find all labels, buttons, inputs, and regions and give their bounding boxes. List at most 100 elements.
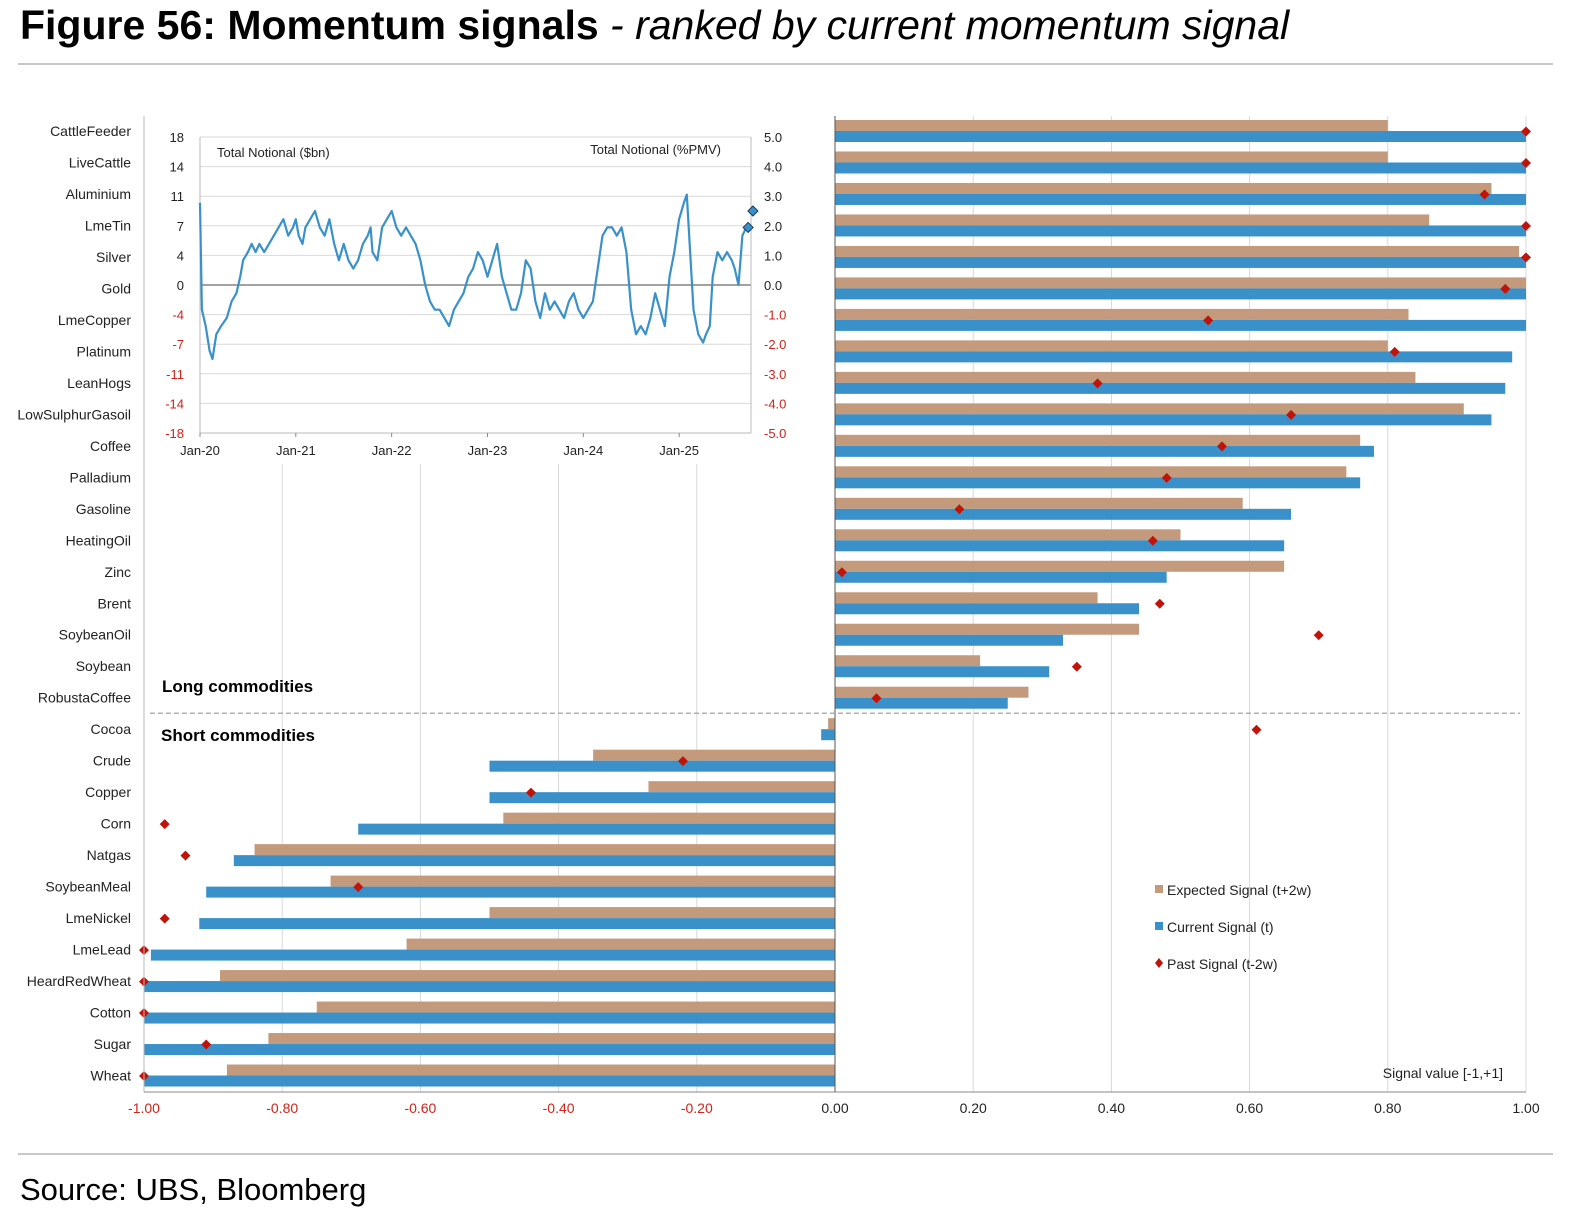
legend: Expected Signal (t+2w) Current Signal (t)…: [1155, 882, 1311, 972]
x-tick-label-0: -1.00: [128, 1100, 160, 1116]
inset-left-tick-10: -18: [165, 426, 184, 441]
x-tick-label-6: 0.20: [960, 1100, 987, 1116]
category-label-Aluminium: Aluminium: [66, 186, 131, 202]
bar-current-LowSulphurGasoil: [835, 414, 1492, 426]
marker-past-CattleFeeder: [1521, 126, 1531, 137]
inset-current-marker-0: [742, 221, 754, 234]
inset-x-label-3: Jan-23: [468, 443, 508, 458]
inset-left-tick-7: -7: [172, 337, 184, 352]
category-label-Brent: Brent: [98, 595, 132, 611]
category-label-Platinum: Platinum: [77, 343, 131, 359]
x-tick-label-7: 0.40: [1098, 1100, 1125, 1116]
category-label-Palladium: Palladium: [70, 469, 131, 485]
top-divider: [18, 63, 1553, 65]
marker-past-HeatingOil: [1147, 535, 1158, 546]
inset-notional-line: [198, 193, 748, 361]
marker-past-Gasoline: [954, 504, 965, 515]
bar-current-Corn: [358, 823, 835, 835]
category-label-SoybeanOil: SoybeanOil: [59, 627, 131, 643]
inset-left-tick-2: 11: [171, 189, 185, 204]
marker-past-LiveCattle: [1521, 157, 1531, 168]
marker-past-Natgas: [180, 850, 191, 861]
notional-inset-chart: 18 5.0 14 4.0 11 3.0 7 2.0 4 1.0 0 0.0 -4 -1.0 -7 -2.0 -…: [155, 116, 786, 464]
momentum-signals-chart: CattleFeeder LiveCattle Aluminium LmeTin Sil…: [17, 116, 1540, 1116]
x-tick-label-4: -0.20: [681, 1100, 713, 1116]
inset-left-tick-0: 18: [170, 130, 184, 145]
bar-expected-Gasoline: [835, 497, 1243, 509]
marker-past-Soybean: [1071, 661, 1082, 672]
bar-expected-Corn: [503, 812, 835, 824]
legend-swatch-0: [1155, 885, 1163, 893]
marker-past-LmeNickel: [159, 913, 170, 924]
bar-expected-Cocoa: [828, 718, 835, 730]
inset-x-label-4: Jan-24: [563, 443, 603, 458]
bar-current-Coffee: [835, 445, 1374, 457]
bar-expected-SoybeanMeal: [330, 875, 835, 887]
bar-expected-LmeNickel: [489, 907, 835, 919]
inset-right-tick-7: -2.0: [764, 337, 786, 352]
category-label-Silver: Silver: [96, 249, 131, 265]
inset-background: [155, 116, 770, 464]
marker-past-RobustaCoffee: [871, 693, 882, 704]
category-label-LeanHogs: LeanHogs: [67, 375, 131, 391]
inset-right-tick-2: 3.0: [764, 189, 782, 204]
x-tick-label-1: -0.80: [266, 1100, 298, 1116]
category-label-LmeTin: LmeTin: [85, 217, 131, 233]
bar-current-Natgas: [233, 855, 835, 867]
bar-current-Cocoa: [821, 729, 835, 741]
bar-current-Crude: [489, 760, 835, 772]
marker-past-Corn: [159, 819, 170, 830]
inset-right-axis-title: Total Notional (%PMV): [590, 142, 721, 157]
inset-left-tick-4: 4: [177, 248, 184, 263]
bar-current-CattleFeeder: [835, 131, 1526, 142]
category-label-LmeNickel: LmeNickel: [66, 910, 131, 926]
category-label-Zinc: Zinc: [105, 564, 131, 580]
category-label-Cocoa: Cocoa: [91, 721, 132, 737]
bottom-divider: [18, 1153, 1553, 1155]
category-label-RobustaCoffee: RobustaCoffee: [38, 690, 131, 706]
marker-past-Brent: [1154, 598, 1165, 609]
inset-right-tick-6: -1.0: [764, 308, 786, 323]
bar-current-Silver: [835, 256, 1526, 268]
bar-expected-Aluminium: [835, 182, 1492, 194]
marker-past-Aluminium: [1479, 189, 1490, 200]
bar-expected-Silver: [835, 245, 1520, 257]
category-label-HeardRedWheat: HeardRedWheat: [27, 973, 131, 989]
category-label-Gold: Gold: [101, 280, 131, 296]
long-commodities-label: Long commodities: [162, 677, 313, 696]
category-label-LmeCopper: LmeCopper: [58, 312, 131, 328]
bar-current-Gold: [835, 288, 1526, 300]
bar-current-Wheat: [144, 1075, 835, 1087]
x-tick-label-2: -0.60: [404, 1100, 436, 1116]
bar-expected-Sugar: [268, 1033, 835, 1045]
inset-x-label-2: Jan-22: [372, 443, 412, 458]
category-label-Wheat: Wheat: [91, 1068, 132, 1084]
bar-expected-LmeCopper: [835, 308, 1409, 320]
inset-right-tick-8: -3.0: [764, 367, 786, 382]
marker-past-Palladium: [1161, 472, 1172, 483]
bar-expected-LmeTin: [835, 214, 1430, 226]
legend-label-1: Current Signal (t): [1167, 919, 1274, 935]
inset-right-tick-10: -5.0: [764, 426, 786, 441]
bar-current-Platinum: [835, 351, 1513, 363]
bars-layer: [139, 120, 1531, 1087]
bar-current-Copper: [489, 792, 835, 804]
bar-expected-SoybeanOil: [835, 623, 1140, 635]
bar-expected-Platinum: [835, 340, 1388, 352]
bar-current-SoybeanMeal: [206, 886, 835, 898]
category-label-LmeLead: LmeLead: [73, 942, 131, 958]
bar-expected-Zinc: [835, 560, 1285, 572]
marker-past-SoybeanMeal: [353, 882, 364, 893]
category-label-Gasoline: Gasoline: [76, 501, 131, 517]
bar-expected-Natgas: [254, 844, 835, 856]
marker-past-Sugar: [201, 1039, 212, 1050]
bar-current-LmeTin: [835, 225, 1526, 237]
bar-current-SoybeanOil: [835, 634, 1064, 646]
short-commodities-label: Short commodities: [161, 726, 315, 745]
category-label-LowSulphurGasoil: LowSulphurGasoil: [17, 406, 131, 422]
bar-current-HeatingOil: [835, 540, 1285, 552]
marker-past-Coffee: [1216, 441, 1227, 452]
category-label-CattleFeeder: CattleFeeder: [50, 123, 131, 139]
category-label-SoybeanMeal: SoybeanMeal: [45, 879, 131, 895]
bar-expected-LmeLead: [406, 938, 835, 950]
